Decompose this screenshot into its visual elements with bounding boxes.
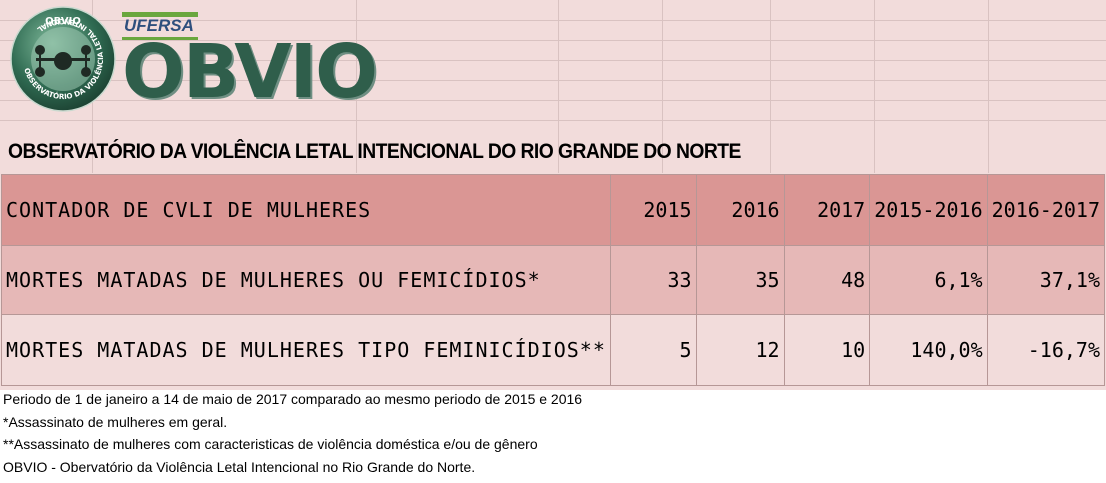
footnote-single-asterisk: *Assassinato de mulheres em geral. [3,413,228,430]
sheet-gridline [0,20,1106,21]
sheet-gridline [770,0,771,173]
change-2016-2017: -16,7% [986,314,1106,386]
table-header-row: CONTADOR DE CVLI DE MULHERES 2015 2016 2… [1,174,1106,246]
header-area [0,0,1106,173]
sheet-gridline [0,40,1106,41]
page-title: OBSERVATÓRIO DA VIOLÊNCIA LETAL INTENCIO… [8,140,741,163]
column-header: 2016 [695,174,785,246]
sheet-gridline [0,120,1106,121]
value-2016: 35 [695,245,785,315]
table-row: MORTES MATADAS DE MULHERES OU FEMICÍDIOS… [1,245,1106,315]
ufersa-logo-stripe [122,12,198,17]
obvio-emblem-logo: OBSERVATÓRIO DA VIOLÊNCIA LETAL INTENCIO… [10,6,116,112]
footnote-double-asterisk: **Assassinato de mulheres com caracteris… [3,436,538,452]
sheet-gridline [558,0,559,173]
value-2015: 33 [609,245,697,315]
column-header: 2015-2016 [869,174,988,246]
ufersa-logo-text: UFERSA [124,16,194,35]
sheet-gridline [874,0,875,173]
sheet-gridline [0,60,1106,61]
change-2016-2017: 37,1% [986,245,1106,315]
sheet-gridline [0,100,1106,101]
cvli-table: CONTADOR DE CVLI DE MULHERES 2015 2016 2… [1,174,1106,386]
change-2015-2016: 6,1% [869,245,988,315]
footnotes: Periodo de 1 de janeiro a 14 de maio de … [3,388,582,478]
column-header: CONTADOR DE CVLI DE MULHERES [1,174,611,246]
change-2015-2016: 140,0% [869,314,988,386]
value-2016: 12 [695,314,785,386]
footnote-period: Periodo de 1 de janeiro a 14 de maio de … [3,391,583,407]
column-header: 2016-2017 [986,174,1106,246]
sheet-gridline [356,0,357,173]
value-2017: 48 [783,245,871,315]
table-row: MORTES MATADAS DE MULHERES TIPO FEMINICÍ… [1,314,1106,386]
row-label: MORTES MATADAS DE MULHERES TIPO FEMINICÍ… [1,314,611,386]
sheet-gridline [0,80,1106,81]
emblem-top-text: OBVIO [45,16,81,27]
sheet-gridline [988,0,989,173]
sheet-gridline [662,0,663,173]
column-header: 2017 [783,174,871,246]
footnote-source: OBVIO - Obervatório da Violência Letal I… [3,458,476,475]
ufersa-logo-stripe [122,37,198,40]
obvio-wordmark: OBVIO [122,29,378,115]
column-header: 2015 [609,174,697,246]
value-2017: 10 [783,314,871,386]
value-2015: 5 [609,314,697,386]
ufersa-logo: UFERSA [122,12,198,42]
row-label: MORTES MATADAS DE MULHERES OU FEMICÍDIOS… [1,245,611,315]
